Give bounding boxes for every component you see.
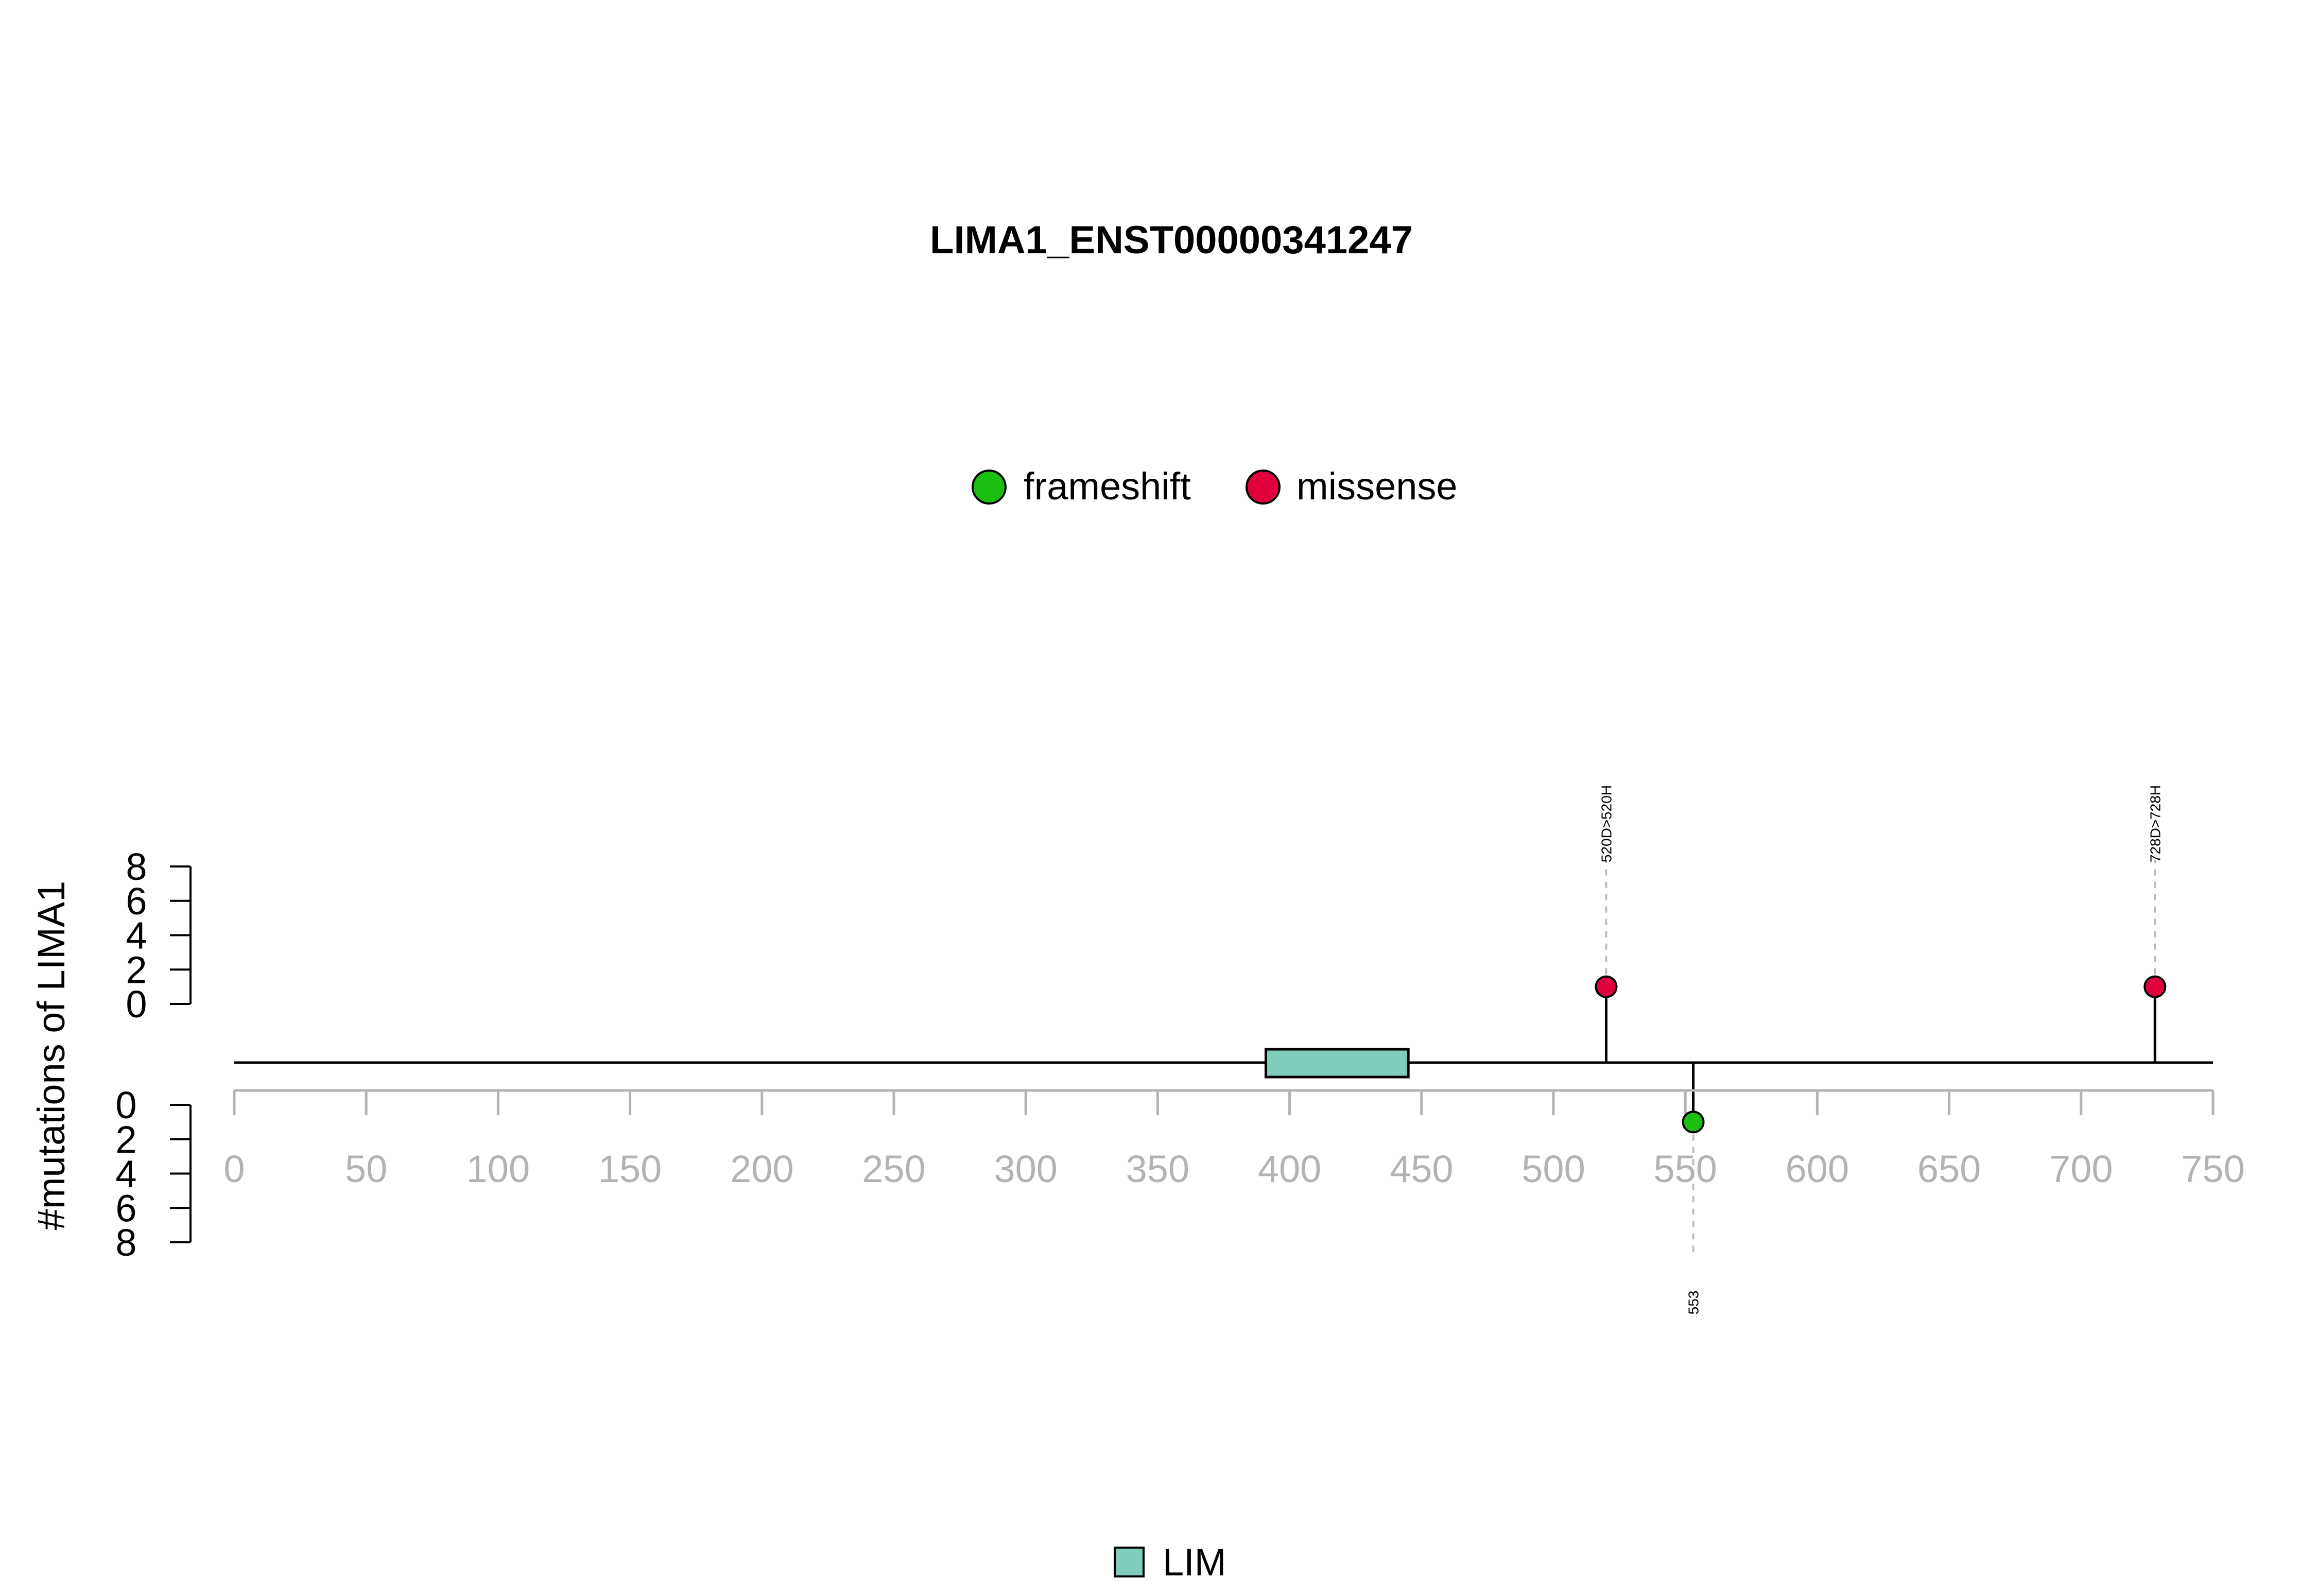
x-tick-label: 250: [862, 1148, 925, 1190]
y-top-tick-label: 4: [126, 914, 147, 957]
x-tick-label: 300: [994, 1148, 1057, 1190]
x-tick-label: 0: [223, 1148, 245, 1190]
chart-title: LIMA1_ENST00000341247: [930, 218, 1413, 262]
domain-legend-swatch-lim: [1114, 1547, 1145, 1577]
y-bottom-tick-label: 2: [115, 1118, 136, 1161]
x-tick-label: 700: [2049, 1148, 2113, 1190]
x-tick-label: 450: [1390, 1148, 1453, 1190]
y-top-tick-label: 0: [126, 983, 147, 1026]
y-bottom-tick-label: 4: [115, 1153, 136, 1195]
domain-legend-label-lim: LIM: [1163, 1541, 1226, 1584]
x-tick-label: 400: [1258, 1148, 1321, 1190]
x-tick-label: 200: [730, 1148, 793, 1190]
legend-marker-frameshift: [972, 470, 1007, 505]
x-tick-label: 600: [1786, 1148, 1849, 1190]
y-bottom-tick-label: 8: [115, 1221, 136, 1264]
x-tick-label: 150: [598, 1148, 662, 1190]
y-bottom-tick-label: 0: [115, 1084, 136, 1126]
y-bottom-tick-label: 6: [115, 1187, 136, 1229]
x-tick-label: 550: [1653, 1148, 1717, 1190]
domain-legend: LIM: [1114, 1541, 1226, 1584]
mutation-legend: frameshift missense: [972, 465, 1458, 508]
y-top-tick-label: 2: [126, 948, 147, 991]
legend-marker-missense: [1246, 470, 1281, 505]
lollipop-stems: [1604, 860, 2156, 1256]
legend-label-missense: missense: [1296, 465, 1458, 508]
y-axis-label: #mutations of LIMA1: [30, 881, 73, 1230]
domain-lim: [1264, 1048, 1410, 1079]
lollipop-heads: [1595, 975, 2167, 1134]
mutation-label: 553: [1686, 1291, 1702, 1315]
x-axis: 0 50 100 150 200 250 300 350 400 450 500 550 600 650 7…: [223, 1089, 2245, 1190]
x-tick-label: 100: [466, 1148, 530, 1190]
x-tick-label: 350: [1126, 1148, 1189, 1190]
x-tick-label: 650: [1917, 1148, 1981, 1190]
lollipop-head-missense: [1595, 975, 1618, 998]
lollipop-head-missense: [2143, 975, 2167, 998]
x-tick-label: 500: [1521, 1148, 1585, 1190]
mutation-labels: 520D>520H 728D>728H 553: [1598, 785, 2163, 1314]
mutation-label: 728D>728H: [2147, 785, 2163, 862]
y-top-tick-label: 8: [126, 845, 147, 888]
x-tick-label: 750: [2181, 1148, 2244, 1190]
y-top-tick-label: 6: [126, 880, 147, 923]
legend-label-frameshift: frameshift: [1024, 465, 1191, 508]
mutation-label: 520D>520H: [1598, 785, 1614, 862]
protein-domains: [1264, 1048, 1410, 1079]
lollipop-head-frameshift: [1682, 1111, 1705, 1134]
x-tick-label: 50: [345, 1148, 387, 1190]
